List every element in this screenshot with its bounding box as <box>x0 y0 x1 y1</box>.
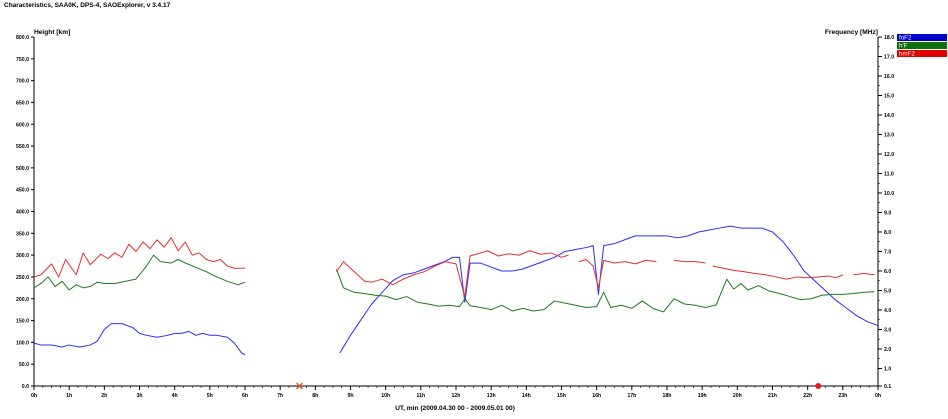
series-hmf2-line <box>33 237 245 278</box>
x-tick-label: 11h <box>417 393 426 399</box>
y-left-tick-label: 550.0 <box>16 144 29 150</box>
event-marker-x <box>295 382 304 390</box>
x-tick-label: 22h <box>803 393 812 399</box>
legend-swatch <box>897 50 947 57</box>
y-axis-label-right: Frequency [MHz] <box>825 29 878 36</box>
series-hmf2-line <box>853 272 875 276</box>
x-tick-label: 19h <box>698 393 707 399</box>
x-tick-label: 1h <box>66 393 72 399</box>
y-right-tick-label: 14.0 <box>884 113 894 119</box>
y-right-tick-label: 9.0 <box>884 210 891 216</box>
y-right-tick-label: 1.0 <box>884 366 891 372</box>
x-tick-label: 18h <box>663 393 672 399</box>
y-right-tick-label: 6.0 <box>884 269 891 275</box>
series-hmf2-line <box>578 258 657 289</box>
y-right-tick-label: 17.0 <box>884 54 894 60</box>
series-hmf2-line <box>336 250 569 298</box>
x-tick-label: 10h <box>381 393 390 399</box>
y-right-tick-label: 18.0 <box>884 35 894 41</box>
x-tick-label: 15h <box>557 393 566 399</box>
axes: 0h 1h 2h 3h 4h 5h 6h 7h 8h 9h 10h 11h 12h 13h 14h 15h 16… <box>16 35 894 399</box>
y-right-tick-label: 15.0 <box>884 93 894 99</box>
x-tick-label: 13h <box>487 393 496 399</box>
y-right-tick-label: 8.0 <box>884 230 891 236</box>
x-tick-label: 20h <box>733 393 742 399</box>
series-hmf2-line <box>673 259 706 264</box>
y-left-tick-label: 450.0 <box>16 188 29 194</box>
window-title: Characteristics, SAA0K, DPS-4, SAOExplor… <box>4 2 171 9</box>
legend-swatch <box>897 42 947 49</box>
series-hmf2-line <box>712 265 844 280</box>
series-layer <box>33 225 879 356</box>
y-left-tick-label: 0.0 <box>22 384 29 390</box>
x-tick-label: 0h <box>875 393 881 399</box>
y-axis-label-left: Height [km] <box>34 29 70 36</box>
x-tick-label: 2h <box>101 393 107 399</box>
y-left-tick-label: 300.0 <box>16 253 29 259</box>
marker-layer <box>295 382 822 390</box>
legend-swatch <box>897 34 947 41</box>
y-right-tick-label: 16.0 <box>884 74 894 80</box>
series-hf-line <box>335 268 875 313</box>
legend-label: h'F <box>899 43 908 50</box>
y-left-tick-label: 200.0 <box>16 297 29 303</box>
y-left-tick-label: 100.0 <box>16 340 29 346</box>
y-left-tick-label: 800.0 <box>16 35 29 41</box>
series-hf-line <box>33 254 246 291</box>
x-tick-label: 4h <box>172 393 178 399</box>
y-left-tick-label: 600.0 <box>16 122 29 128</box>
y-right-tick-label: 3.0 <box>884 327 891 333</box>
y-right-tick-label: 10.0 <box>884 191 894 197</box>
event-marker-dot <box>815 383 822 389</box>
y-right-tick-label: 11.0 <box>884 171 894 177</box>
x-tick-label: 7h <box>277 393 283 399</box>
x-tick-label: 8h <box>312 393 318 399</box>
x-tick-label: 14h <box>522 393 531 399</box>
y-right-tick-label: 12.0 <box>884 152 894 158</box>
x-tick-label: 3h <box>136 393 142 399</box>
y-right-tick-label: 13.0 <box>884 132 894 138</box>
x-tick-label: 21h <box>768 393 777 399</box>
y-right-tick-label: 4.0 <box>884 308 891 314</box>
series-fof2-line <box>339 225 879 354</box>
x-tick-label: 0h <box>31 393 37 399</box>
y-left-tick-label: 150.0 <box>16 319 29 325</box>
x-tick-label: 6h <box>242 393 248 399</box>
legend-label: hmF2 <box>899 51 915 58</box>
x-tick-label: 12h <box>452 393 461 399</box>
y-left-tick-label: 500.0 <box>16 166 29 172</box>
y-right-tick-label: 2.0 <box>884 347 891 353</box>
y-left-tick-label: 50.0 <box>19 362 29 368</box>
y-left-tick-label: 250.0 <box>16 275 29 281</box>
x-tick-label: 5h <box>207 393 213 399</box>
x-tick-label: 9h <box>347 393 353 399</box>
y-left-tick-label: 750.0 <box>16 57 29 63</box>
legend-label: foF2 <box>899 35 912 42</box>
y-left-tick-label: 400.0 <box>16 210 29 216</box>
y-right-tick-label: 0.1 <box>884 384 891 390</box>
y-right-tick-label: 7.0 <box>884 249 891 255</box>
y-left-tick-label: 700.0 <box>16 79 29 85</box>
y-left-tick-label: 650.0 <box>16 100 29 106</box>
x-axis-label: UT, min (2009.04.30 00 - 2009.05.01 00) <box>395 405 515 412</box>
y-left-tick-label: 350.0 <box>16 231 29 237</box>
y-right-tick-label: 5.0 <box>884 288 891 294</box>
x-tick-label: 23h <box>838 393 847 399</box>
x-tick-label: 16h <box>592 393 601 399</box>
x-tick-label: 17h <box>627 393 636 399</box>
series-fof2-line <box>33 323 246 356</box>
